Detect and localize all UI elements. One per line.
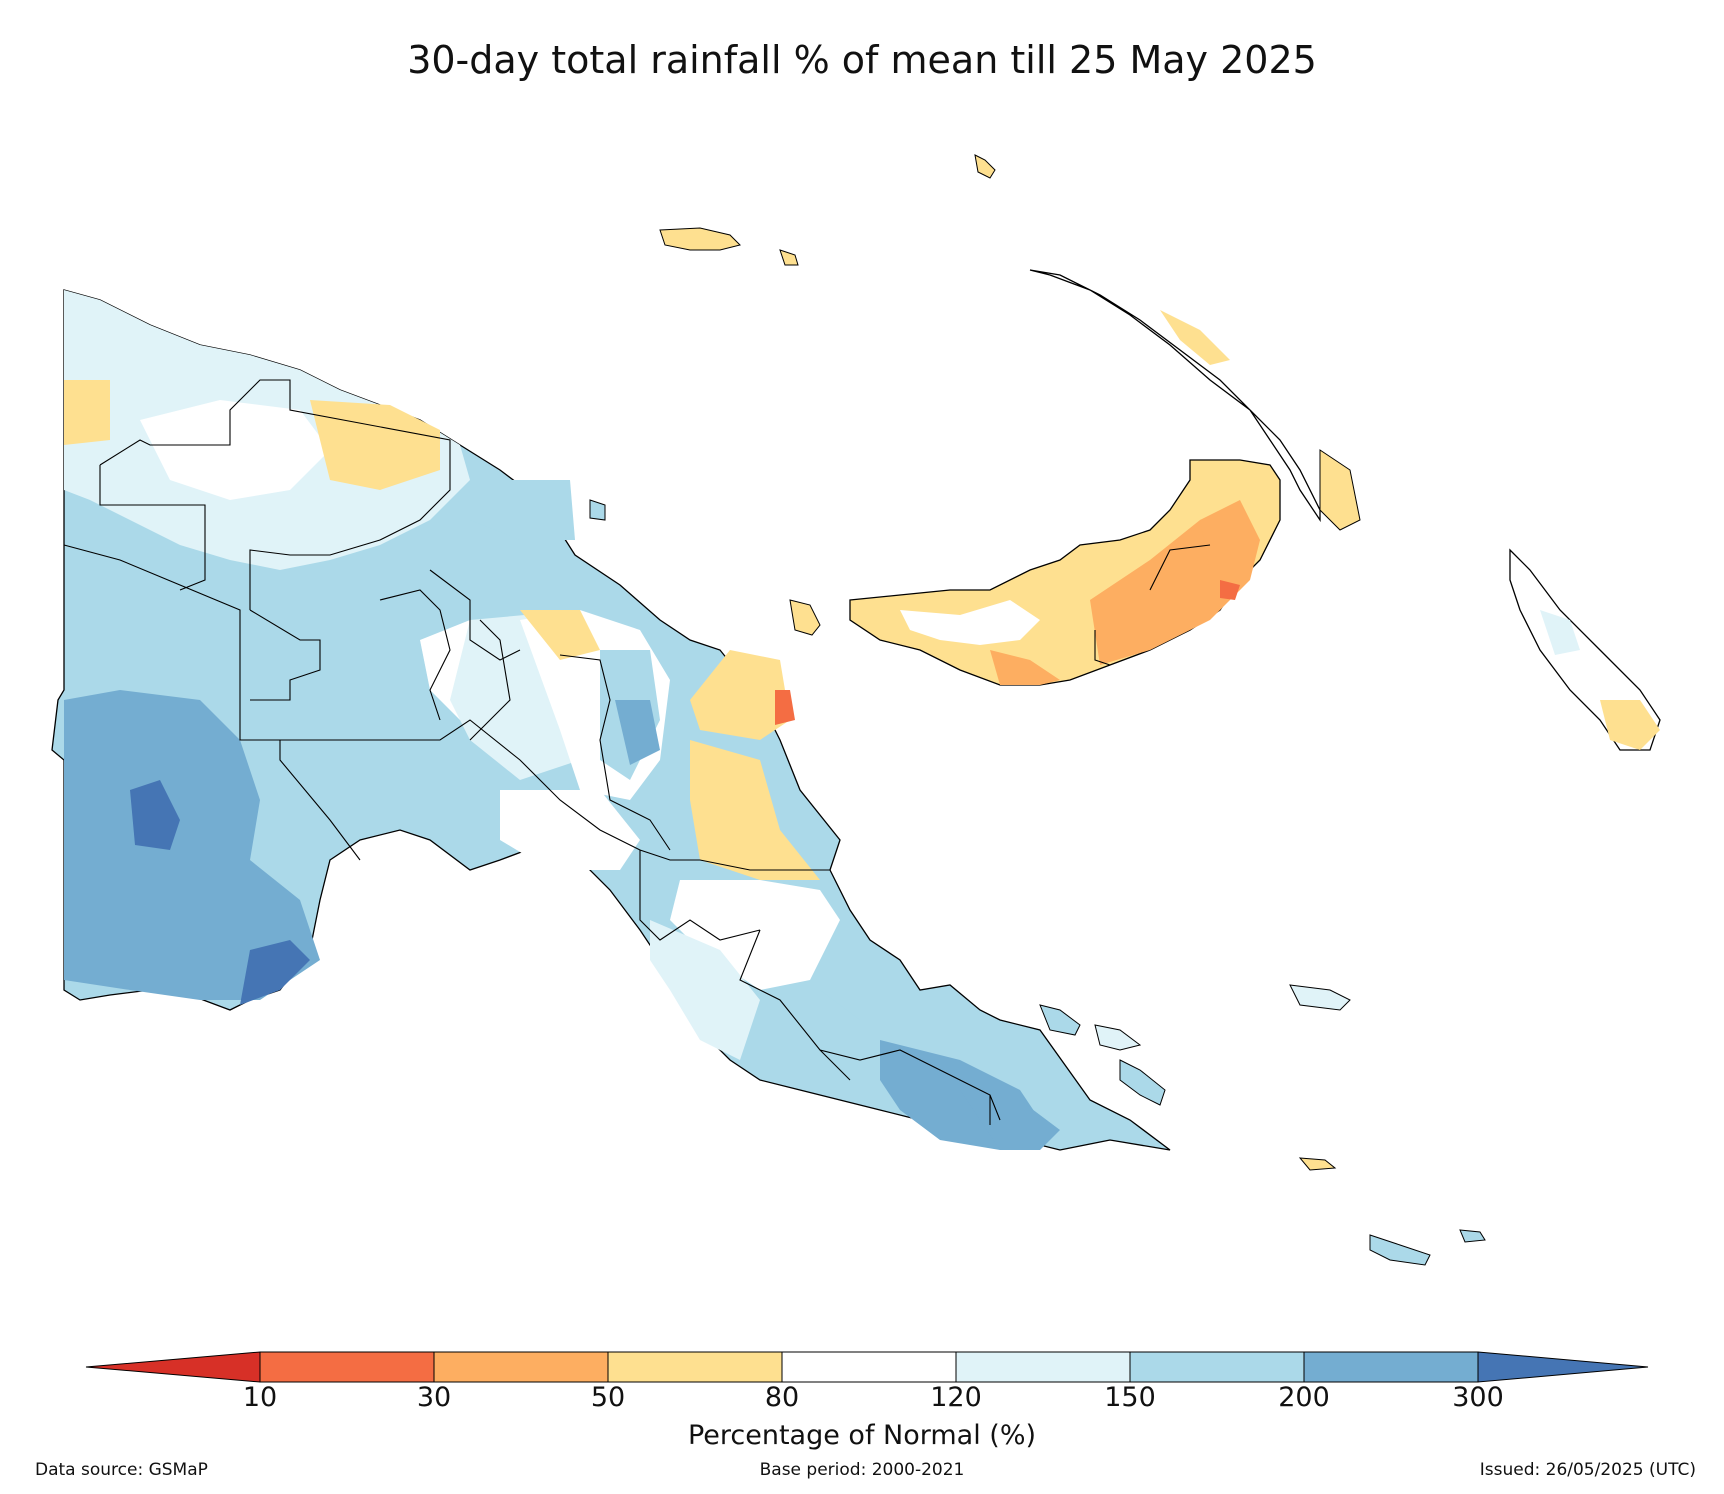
- province-boundaries: [63, 379, 1001, 1125]
- new-ireland: [1029, 269, 1361, 531]
- colorbar-bin-2: [607, 1351, 783, 1383]
- colorbar-tick-150: 150: [1104, 1382, 1156, 1413]
- colorbar-label: Percentage of Normal (%): [687, 1420, 1037, 1451]
- colorbar-tick-30: 30: [416, 1382, 452, 1413]
- colorbar-bin-3: [781, 1351, 957, 1383]
- issued-date: Issued: 26/05/2025 (UTC): [1479, 1460, 1696, 1480]
- colorbar-tick-200: 200: [1278, 1382, 1330, 1413]
- new-britain: [849, 459, 1281, 686]
- colorbar-bin-4: [955, 1351, 1131, 1383]
- colorbar-bin-5: [1129, 1351, 1305, 1383]
- colorbar-bin-1: [433, 1351, 609, 1383]
- base-period: Base period: 2000-2021: [759, 1460, 965, 1480]
- islands-southeast: [589, 499, 1486, 1266]
- manus-islands: [659, 154, 996, 266]
- colorbar: [85, 1351, 1649, 1383]
- colorbar-tick-10: 10: [242, 1382, 278, 1413]
- bougainville: [1509, 548, 1661, 751]
- colorbar-bin-0: [259, 1351, 435, 1383]
- map-title: 30-day total rainfall % of mean till 25 …: [407, 38, 1317, 82]
- colorbar-tick-120: 120: [930, 1382, 982, 1413]
- colorbar-arrow-low: [85, 1351, 261, 1383]
- colorbar-bin-6: [1303, 1351, 1479, 1383]
- colorbar-tick-80: 80: [764, 1382, 800, 1413]
- mainland: [51, 289, 1171, 1151]
- data-source: Data source: GSMaP: [35, 1460, 208, 1480]
- colorbar-tick-300: 300: [1452, 1382, 1504, 1413]
- colorbar-arrow-high: [1477, 1351, 1649, 1383]
- colorbar-tick-50: 50: [590, 1382, 626, 1413]
